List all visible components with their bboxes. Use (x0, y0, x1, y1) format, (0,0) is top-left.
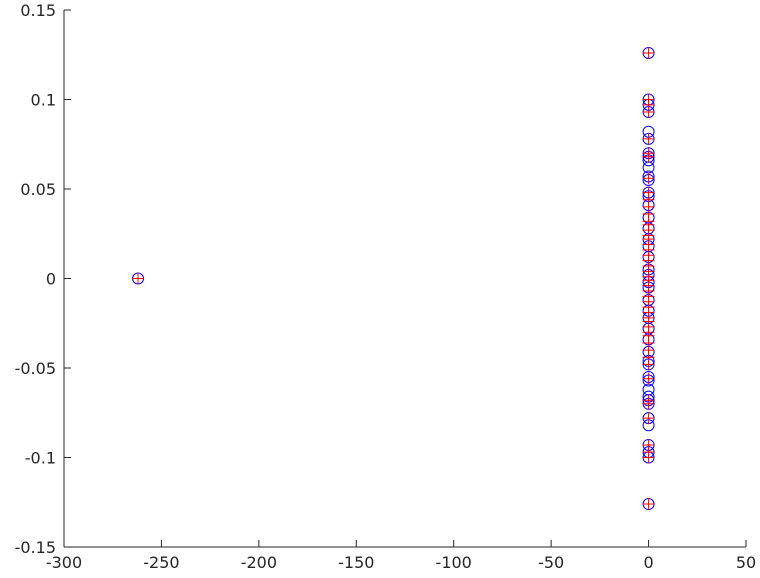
plus-marker (642, 397, 655, 410)
y-tick-label: -0.1 (25, 449, 56, 468)
y-tick-label: 0.05 (20, 180, 56, 199)
x-tick-label: -50 (538, 553, 564, 572)
x-axis-ticks: -300 -250 -200 -150 -100 -50 0 50 (46, 540, 756, 572)
plus-marker (642, 498, 655, 511)
x-tick-label: -300 (46, 553, 82, 572)
plus-marker (642, 172, 655, 185)
plus-marker (642, 372, 655, 385)
y-tick-label: 0 (46, 270, 56, 289)
plus-marker (642, 132, 655, 145)
plus-marker (132, 272, 145, 285)
x-tick-label: -100 (436, 553, 472, 572)
plus-marker (642, 451, 655, 464)
x-tick-label: -150 (338, 553, 374, 572)
x-tick-label: -200 (241, 553, 277, 572)
y-tick-label: 0.15 (20, 1, 56, 20)
y-axis-ticks: -0.15 -0.1 -0.05 0 0.05 0.1 0.15 (15, 1, 71, 557)
y-tick-label: 0.1 (31, 91, 56, 110)
x-tick-label: 50 (736, 553, 756, 572)
axes (63, 10, 746, 548)
x-tick-label: 0 (643, 553, 653, 572)
plus-marker (642, 106, 655, 119)
plus-marker (642, 46, 655, 59)
data-points (132, 46, 655, 511)
plus-marker (642, 150, 655, 163)
y-tick-label: -0.15 (15, 538, 56, 557)
plus-marker (642, 412, 655, 425)
x-tick-label: -250 (143, 553, 179, 572)
plus-marker (642, 358, 655, 371)
y-tick-label: -0.05 (15, 359, 56, 378)
